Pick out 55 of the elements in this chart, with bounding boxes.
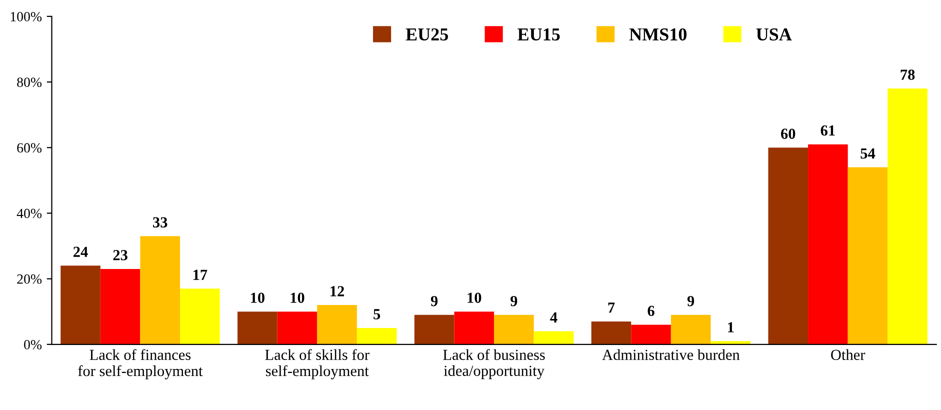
bar — [631, 324, 671, 344]
legend-label: NMS10 — [629, 28, 687, 41]
y-tick-label: 60% — [17, 143, 42, 153]
y-tick-label: 80% — [17, 78, 42, 87]
bar — [768, 148, 808, 344]
bar — [454, 312, 494, 344]
data-label: 4 — [550, 312, 558, 322]
data-label: 60 — [781, 128, 796, 139]
data-label: 6 — [648, 306, 654, 316]
bar — [356, 328, 397, 344]
bar — [808, 144, 848, 344]
x-tick-label: Administrative burden — [602, 349, 740, 360]
bar — [100, 268, 140, 344]
bar — [591, 321, 632, 344]
bar — [888, 88, 928, 344]
legend-label: EU15 — [518, 28, 560, 41]
bar — [140, 236, 180, 344]
bar — [277, 312, 318, 344]
bar — [60, 266, 100, 344]
y-tick-label: 0% — [24, 340, 42, 350]
bar — [180, 288, 220, 344]
data-label: 17 — [194, 270, 208, 280]
x-tick-label: Other — [831, 349, 866, 360]
data-label: 9 — [430, 296, 438, 306]
data-label: 10 — [290, 292, 304, 303]
bar — [317, 305, 357, 344]
data-label: 23 — [113, 250, 128, 260]
bar — [848, 167, 888, 344]
x-tick-label: Lack of skills for self-employment — [265, 349, 370, 380]
data-label: 10 — [250, 292, 264, 303]
x-tick-label: Lack of finances for self-employment — [78, 349, 203, 380]
data-label: 12 — [330, 286, 344, 296]
bar — [238, 312, 278, 344]
data-label: 78 — [900, 70, 915, 80]
data-label: 7 — [608, 302, 615, 313]
data-label: 5 — [374, 309, 380, 320]
data-label: 54 — [860, 148, 876, 159]
data-label: 33 — [153, 217, 168, 228]
bar — [710, 341, 751, 344]
bar — [670, 314, 711, 344]
data-label: 9 — [510, 296, 518, 306]
y-tick-label: 40% — [16, 208, 42, 218]
bar — [494, 314, 534, 344]
data-label: 10 — [468, 292, 482, 303]
x-tick-label: Lack of business idea/opportunity — [443, 349, 545, 380]
bar — [534, 331, 574, 344]
legend-label: EU25 — [406, 28, 448, 41]
legend-label: USA — [756, 28, 792, 41]
data-label: 24 — [74, 246, 88, 257]
data-label: 1 — [728, 322, 734, 332]
data-label: 61 — [820, 125, 835, 136]
y-tick-label: 20% — [17, 274, 42, 284]
data-label: 9 — [687, 296, 694, 306]
y-tick-label: 100% — [10, 12, 42, 22]
bar — [414, 314, 454, 344]
